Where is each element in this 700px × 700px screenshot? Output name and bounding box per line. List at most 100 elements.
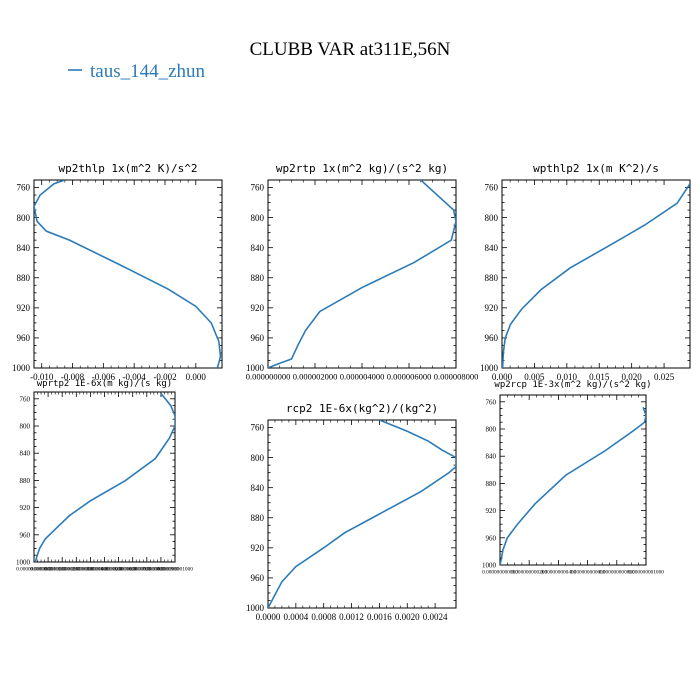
- y-tick-label: 960: [485, 333, 499, 343]
- y-tick-label: 840: [251, 243, 265, 253]
- y-tick-label: 880: [486, 480, 497, 488]
- y-tick-label: 880: [251, 513, 265, 523]
- x-tick-label: -0.010: [30, 372, 54, 382]
- y-tick-label: 800: [485, 213, 499, 223]
- y-tick-label: 760: [486, 398, 497, 406]
- y-tick-label: 840: [20, 450, 31, 458]
- plot-frame: [267, 179, 457, 369]
- y-tick-label: 1000: [480, 363, 499, 373]
- y-tick-label: 960: [251, 333, 265, 343]
- x-tick-label: 0.000000000800: [599, 569, 635, 575]
- x-tick-label: 0.020: [622, 372, 643, 382]
- y-tick-label: 880: [20, 477, 31, 485]
- series-line: [34, 180, 222, 368]
- y-tick-label: 760: [251, 423, 265, 433]
- y-tick-label: 760: [251, 183, 265, 193]
- y-tick-label: 1000: [246, 603, 265, 613]
- series-line: [500, 406, 646, 565]
- x-tick-label: 0.000000001000: [628, 569, 664, 575]
- figure-title: CLUBB VAR at311E,56N: [250, 39, 451, 60]
- x-tick-label: -0.006: [92, 372, 116, 382]
- x-tick-label: 0.0000: [256, 612, 281, 622]
- y-tick-label: 880: [17, 273, 31, 283]
- plot-frame: [501, 179, 691, 369]
- y-tick-label: 920: [486, 507, 497, 515]
- panel-title: wpthlp2 1x(m K^2)/s: [533, 162, 659, 175]
- y-tick-label: 800: [20, 422, 31, 430]
- y-tick-label: 840: [17, 243, 31, 253]
- y-tick-label: 920: [251, 543, 265, 553]
- x-tick-label: 0.000000000800: [129, 566, 165, 572]
- x-tick-label: 0.0008: [311, 612, 336, 622]
- y-tick-label: 840: [486, 453, 497, 461]
- y-tick-label: 920: [17, 303, 31, 313]
- x-tick-label: 0.015: [589, 372, 610, 382]
- x-tick-label: 0.000008000: [434, 372, 479, 382]
- y-tick-label: 960: [17, 333, 31, 343]
- y-tick-label: 1000: [246, 363, 265, 373]
- x-tick-label: 0.000006000: [387, 372, 432, 382]
- y-tick-label: 760: [20, 395, 31, 403]
- panel-4: wprtp2 1E-6x(m kg)/(s kg) 760 800 840 880 920…: [16, 379, 193, 572]
- y-tick-label: 920: [251, 303, 265, 313]
- panel-2: wp2rtp 1x(m^2 kg)/(s^2 kg) 760 800 840 880 92…: [246, 162, 479, 382]
- x-tick-label: -0.004: [123, 372, 147, 382]
- series-line: [502, 183, 690, 368]
- y-tick-label: 920: [485, 303, 499, 313]
- legend: taus_144_zhun: [68, 61, 206, 82]
- x-tick-label: 0.000000000400: [541, 569, 577, 575]
- panel-title: wp2rcp 1E-3x(m^2 kg)/(s^2 kg): [494, 380, 651, 390]
- x-tick-label: 0.000000000900: [143, 566, 179, 572]
- panel-5: rcp2 1E-6x(kg^2)/(kg^2) 760 800 840 880 920 96…: [246, 402, 457, 622]
- panel-3: wpthlp2 1x(m K^2)/s 760 800 840 880 920 960 100…: [480, 162, 691, 382]
- x-tick-label: 0.000002000: [293, 372, 338, 382]
- panel-title: wprtp2 1E-6x(m kg)/(s kg): [37, 379, 172, 389]
- x-tick-label: 0.0016: [367, 612, 392, 622]
- y-tick-label: 800: [17, 213, 31, 223]
- legend-label: taus_144_zhun: [90, 61, 206, 82]
- x-tick-label: 0.000000000600: [101, 566, 137, 572]
- y-tick-label: 840: [485, 243, 499, 253]
- x-tick-label: -0.008: [61, 372, 85, 382]
- y-tick-label: 760: [485, 183, 499, 193]
- x-tick-label: 0.000000000000: [16, 566, 52, 572]
- panels: wp2thlp 1x(m^2 K)/s^2 760 800 840 880 920 960 1…: [12, 162, 691, 622]
- x-tick-label: 0.000000001000: [157, 566, 193, 572]
- x-tick-label: 0.000004000: [340, 372, 385, 382]
- x-tick-label: 0.000000000200: [511, 569, 547, 575]
- y-tick-label: 960: [20, 531, 31, 539]
- y-tick-label: 880: [485, 273, 499, 283]
- y-tick-label: 1000: [482, 561, 497, 569]
- series-line: [268, 180, 456, 368]
- x-tick-label: 0.000: [492, 372, 513, 382]
- x-tick-label: -0.002: [153, 372, 176, 382]
- plot-frame: [499, 394, 647, 566]
- y-tick-label: 760: [17, 183, 31, 193]
- series-line: [268, 420, 456, 608]
- panel-title: rcp2 1E-6x(kg^2)/(kg^2): [286, 402, 438, 415]
- x-tick-label: 0.000000000200: [44, 566, 80, 572]
- plot-frame: [33, 391, 176, 563]
- x-tick-label: 0.000000000600: [570, 569, 606, 575]
- x-tick-label: 0.0012: [339, 612, 364, 622]
- x-tick-label: 0.000000000300: [58, 566, 94, 572]
- x-tick-label: 0.005: [524, 372, 545, 382]
- plot-frame: [33, 179, 223, 369]
- panel-title: wp2thlp 1x(m^2 K)/s^2: [58, 162, 197, 175]
- y-tick-label: 840: [251, 483, 265, 493]
- y-tick-label: 800: [486, 425, 497, 433]
- y-tick-label: 960: [486, 534, 497, 542]
- series-line: [34, 392, 175, 562]
- x-tick-label: 0.000000000100: [30, 566, 66, 572]
- panel-1: wp2thlp 1x(m^2 K)/s^2 760 800 840 880 920 960 1…: [12, 162, 223, 382]
- x-tick-label: 0.000000000: [246, 372, 291, 382]
- x-tick-label: 0.000000000000: [482, 569, 518, 575]
- panel-6: wp2rcp 1E-3x(m^2 kg)/(s^2 kg) 760 800 840 88…: [482, 380, 664, 575]
- y-tick-label: 1000: [12, 363, 31, 373]
- y-tick-label: 1000: [16, 558, 31, 566]
- x-tick-label: 0.000: [186, 372, 207, 382]
- y-tick-label: 960: [251, 573, 265, 583]
- x-tick-label: 0.000000000700: [115, 566, 151, 572]
- x-tick-label: 0.025: [654, 372, 675, 382]
